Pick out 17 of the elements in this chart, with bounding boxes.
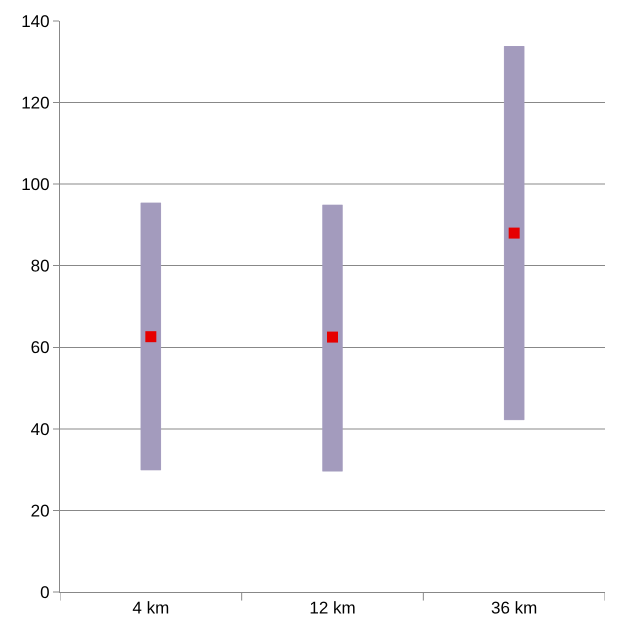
bar [504,46,524,420]
y-tick-label: 20 [30,501,50,520]
x-tick-label: 12 km [309,598,356,618]
y-tick-label: 80 [30,256,50,276]
bar [140,202,162,470]
y-tick-label: 0 [40,582,50,602]
y-tick-label: 100 [21,175,50,194]
y-tick-label: 40 [30,420,50,439]
y-tick-label: 140 [21,12,50,31]
x-tick-label: 4 km [132,598,170,618]
point [327,332,338,343]
point [508,228,520,239]
bar [322,204,343,472]
x-tick-label: 36 km [491,598,538,618]
y-tick-label: 60 [30,338,50,358]
point [145,331,156,342]
y-tick-label: 120 [21,94,50,113]
